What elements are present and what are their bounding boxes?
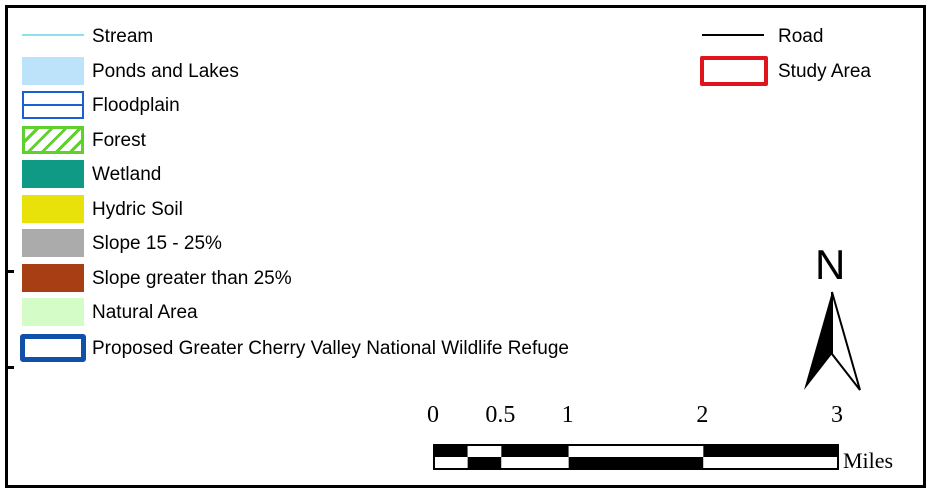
- legend-item-natural-area: Natural Area: [16, 296, 716, 330]
- scale-segment: [501, 457, 569, 469]
- scale-tick-label: 1: [561, 402, 574, 428]
- scale-tick-label: 0.5: [485, 402, 516, 428]
- legend-item-slope-over-25: Slope greater than 25%: [16, 262, 716, 296]
- scale-units-label: Miles: [843, 448, 894, 473]
- natural-area-swatch: [22, 298, 84, 326]
- slope-15-25-swatch: [22, 229, 84, 257]
- legend-item-road: Road: [702, 20, 922, 54]
- hydric-soil-swatch: [22, 195, 84, 223]
- legend-label: Hydric Soil: [92, 199, 183, 220]
- legend-label: Stream: [92, 26, 154, 47]
- legend-label: Wetland: [92, 164, 162, 185]
- scale-segment: [703, 457, 838, 469]
- map-legend-frame: [5, 5, 926, 488]
- forest-hatch-swatch: [22, 126, 84, 154]
- legend-label: Floodplain: [92, 95, 180, 116]
- legend-item-slope-15-25: Slope 15 - 25%: [16, 227, 716, 261]
- scale-bar-outline: [433, 444, 839, 470]
- scale-segment: [568, 445, 704, 457]
- legend-item-floodplain: Floodplain: [16, 89, 716, 123]
- legend-label: Study Area: [778, 61, 871, 82]
- stream-line-symbol: [22, 34, 84, 36]
- scale-segment: [434, 445, 468, 457]
- scale-segment: [703, 445, 838, 457]
- road-line-symbol: [702, 34, 764, 36]
- legend-label: Proposed Greater Cherry Valley National …: [92, 338, 569, 359]
- legend-item-proposed-refuge: Proposed Greater Cherry Valley National …: [16, 332, 716, 366]
- scale-segment: [467, 445, 502, 457]
- scale-tick-label: 0: [427, 402, 439, 428]
- scale-segment: [568, 457, 704, 469]
- study-area-swatch: [700, 56, 768, 86]
- legend-label: Forest: [92, 130, 146, 151]
- scale-segment: [434, 457, 468, 469]
- legend-label: Natural Area: [92, 302, 198, 323]
- legend-item-hydric-soil: Hydric Soil: [16, 193, 716, 227]
- scale-tick-label: 3: [831, 402, 843, 428]
- floodplain-swatch: [22, 91, 84, 119]
- legend-label: Road: [778, 26, 824, 47]
- refuge-boundary-swatch: [20, 334, 86, 362]
- ponds-swatch: [22, 57, 84, 85]
- legend-label: Slope greater than 25%: [92, 268, 292, 289]
- legend-item-stream: Stream: [16, 20, 716, 54]
- wetland-swatch: [22, 160, 84, 188]
- legend-item-ponds-and-lakes: Ponds and Lakes: [16, 55, 716, 89]
- legend-item-study-area: Study Area: [700, 55, 920, 89]
- frame-edge-tick: [8, 366, 14, 369]
- scale-bar-graphic: [433, 444, 839, 470]
- legend-label: Ponds and Lakes: [92, 61, 239, 82]
- scale-segment: [467, 457, 502, 469]
- slope-over-25-swatch: [22, 264, 84, 292]
- north-letter: N: [815, 241, 846, 288]
- scale-segment: [501, 445, 569, 457]
- frame-edge-tick: [8, 270, 14, 273]
- legend-label: Slope 15 - 25%: [92, 233, 222, 254]
- north-arrow-icon: [804, 291, 861, 391]
- legend-item-forest: Forest: [16, 124, 716, 158]
- legend-item-wetland: Wetland: [16, 158, 716, 192]
- scale-tick-label: 2: [696, 402, 709, 428]
